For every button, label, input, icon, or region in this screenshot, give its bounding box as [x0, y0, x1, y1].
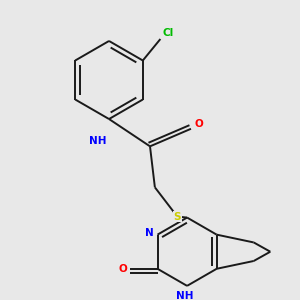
- Text: NH: NH: [88, 136, 106, 146]
- Text: O: O: [118, 264, 127, 274]
- Text: NH: NH: [176, 291, 194, 300]
- Text: Cl: Cl: [163, 28, 174, 38]
- Text: S: S: [174, 212, 181, 222]
- Text: O: O: [194, 119, 203, 129]
- Text: N: N: [145, 228, 154, 238]
